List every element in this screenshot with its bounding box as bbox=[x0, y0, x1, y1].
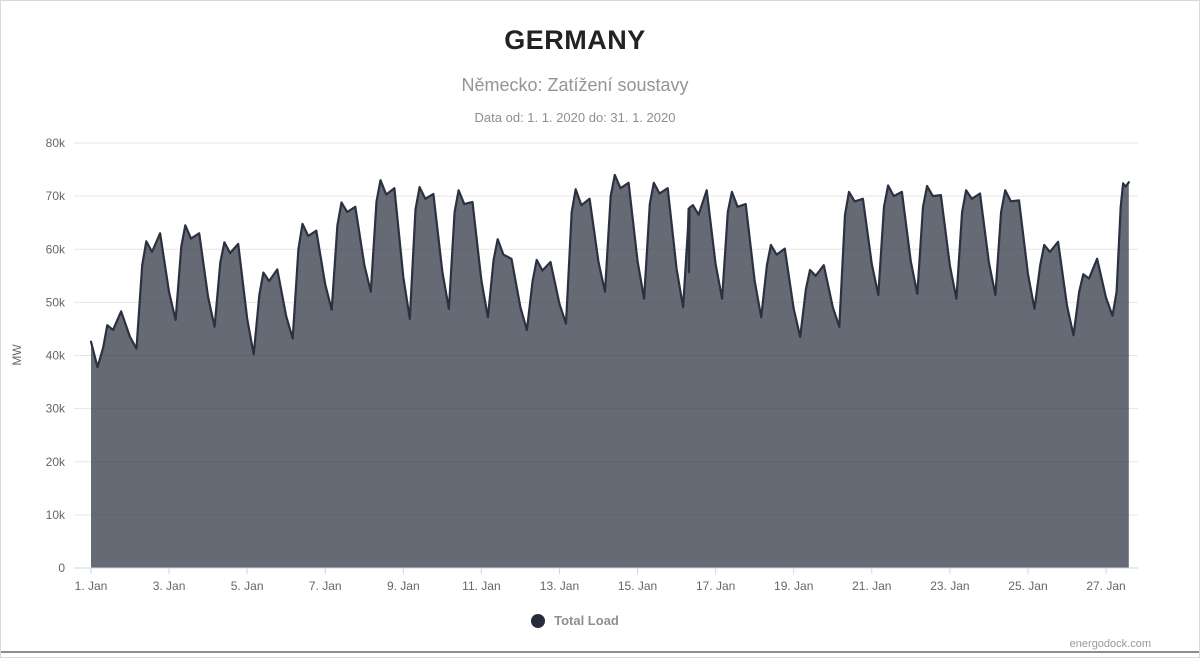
total-load-line bbox=[89, 173, 1130, 369]
x-tick-label: 13. Jan bbox=[540, 579, 579, 593]
x-tick-label: 25. Jan bbox=[1008, 579, 1047, 593]
y-axis-title: MW bbox=[10, 344, 24, 366]
series-layer bbox=[89, 173, 1130, 568]
total-load-area-fill bbox=[91, 174, 1129, 568]
axis-labels: 0 10k 20k 30k 40k 50k 60k 70k 80k 1. Jan 3. Jan 5. … bbox=[46, 136, 1126, 593]
x-tick-label: 11. Jan bbox=[462, 579, 500, 593]
y-tick-label: 40k bbox=[46, 349, 66, 363]
x-tick-label: 1. Jan bbox=[75, 579, 108, 593]
chart-header: GERMANY Německo: Zatížení soustavy Data … bbox=[1, 1, 1149, 125]
y-tick-label: 80k bbox=[46, 136, 66, 150]
x-tick-label: 3. Jan bbox=[153, 579, 186, 593]
y-tick-label: 10k bbox=[46, 508, 66, 522]
y-tick-label: 0 bbox=[58, 561, 65, 575]
credits-link[interactable]: energodock.com bbox=[1069, 638, 1151, 650]
y-tick-label: 70k bbox=[46, 189, 66, 203]
x-axis bbox=[74, 567, 1138, 574]
y-tick-label: 50k bbox=[46, 295, 66, 309]
x-tick-label: 15. Jan bbox=[618, 579, 657, 593]
x-tick-label: 7. Jan bbox=[309, 579, 342, 593]
legend[interactable]: Total Load bbox=[1, 613, 1149, 628]
x-tick-label: 19. Jan bbox=[774, 579, 813, 593]
y-tick-label: 30k bbox=[46, 402, 66, 416]
x-tick-label: 23. Jan bbox=[930, 579, 969, 593]
x-tick-label: 21. Jan bbox=[852, 579, 891, 593]
x-tick-label: 17. Jan bbox=[696, 579, 735, 593]
x-tick-label: 5. Jan bbox=[231, 579, 264, 593]
chart-date-range: Data od: 1. 1. 2020 do: 31. 1. 2020 bbox=[474, 110, 676, 125]
x-tick-label: 9. Jan bbox=[387, 579, 420, 593]
x-tick-label: 27. Jan bbox=[1086, 579, 1125, 593]
legend-label-total-load[interactable]: Total Load bbox=[554, 613, 619, 628]
y-tick-label: 20k bbox=[46, 455, 66, 469]
chart-subtitle: Německo: Zatížení soustavy bbox=[461, 75, 689, 95]
bottom-divider bbox=[1, 651, 1199, 653]
chart-title: GERMANY bbox=[504, 25, 646, 55]
y-tick-label: 60k bbox=[46, 242, 66, 256]
legend-marker-total-load[interactable] bbox=[531, 613, 546, 628]
